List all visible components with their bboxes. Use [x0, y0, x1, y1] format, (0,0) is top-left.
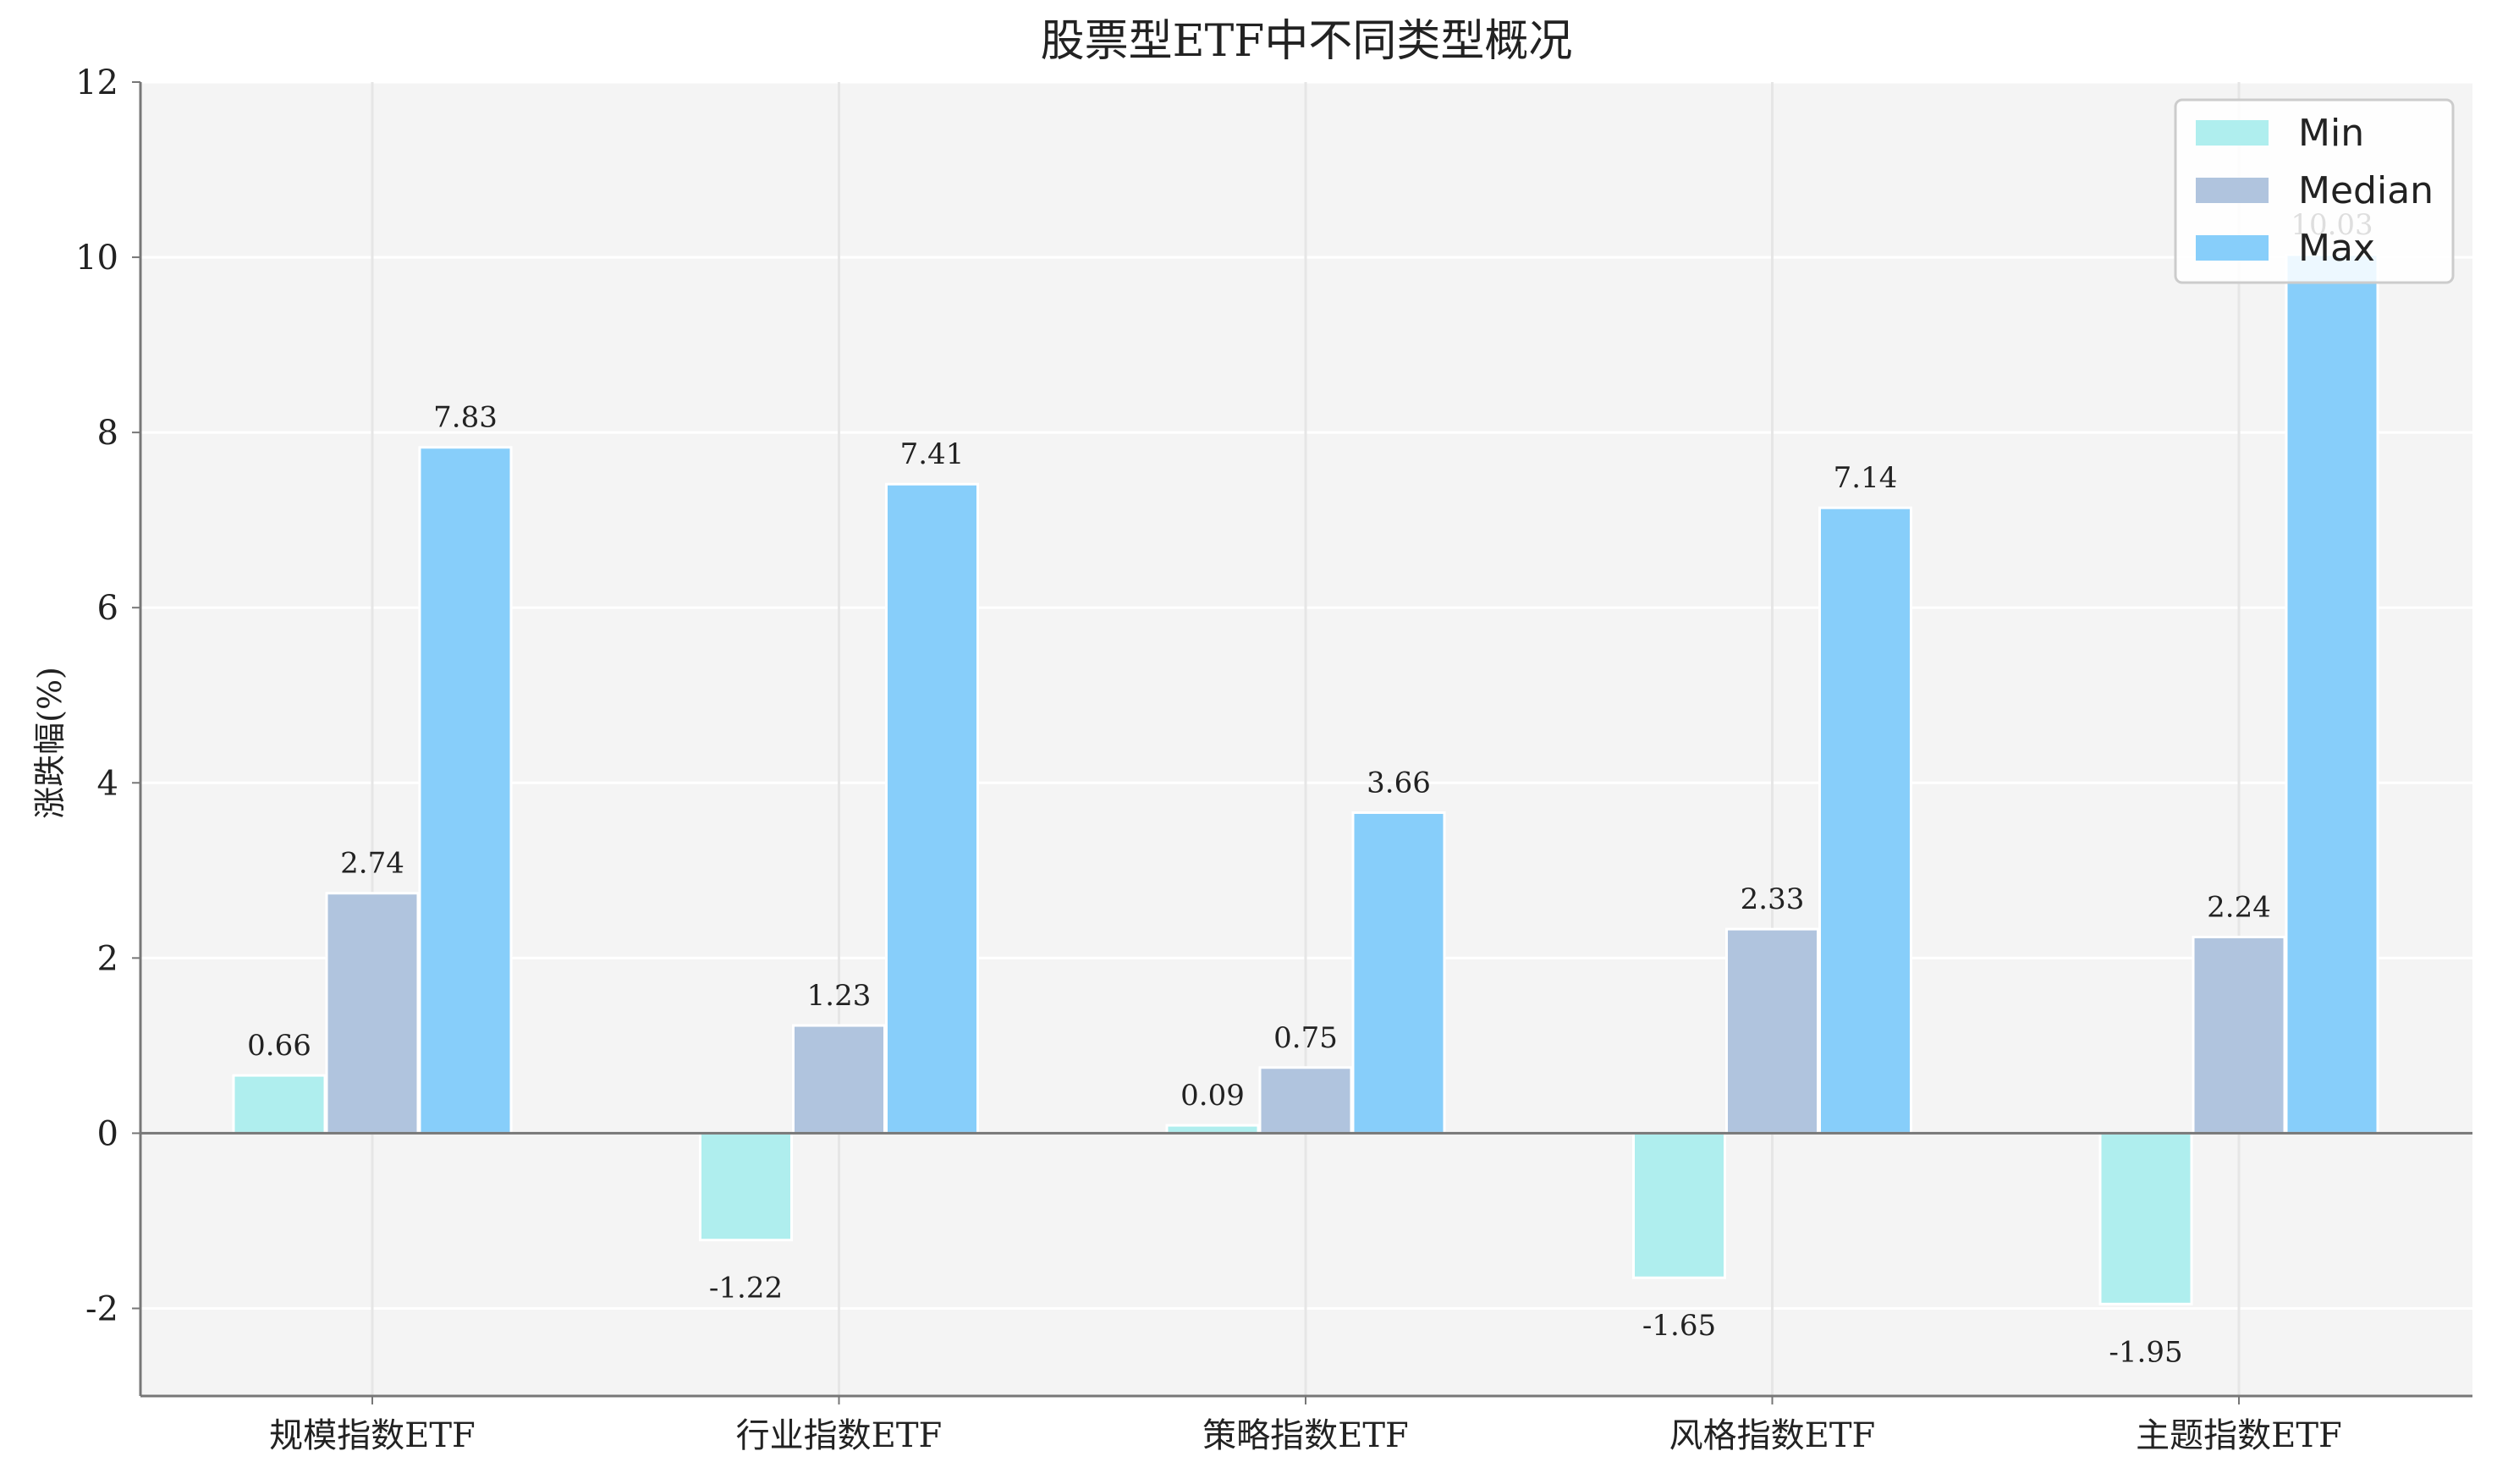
legend: Min Median Max — [2174, 98, 2455, 284]
bar-median — [1725, 927, 1819, 1135]
bar-max — [885, 482, 979, 1135]
y-axis-title: 涨跌幅(%) — [31, 667, 69, 819]
axes-layer: -2 0 2 4 6 8 10 12 规模指数ETF 行业指数ETF 策略指数ETF 风格指数ETF 主… — [75, 63, 2472, 1455]
bar-median — [1258, 1066, 1353, 1135]
y-tick-label: 10 — [75, 239, 118, 278]
data-label-min: 0.66 — [247, 1029, 311, 1063]
data-label-max: 7.83 — [433, 401, 498, 435]
data-label-median: 2.33 — [1741, 882, 1805, 916]
bar-min — [699, 1131, 793, 1242]
data-label-min: 0.09 — [1180, 1079, 1245, 1113]
data-label-max: 7.41 — [900, 437, 965, 471]
legend-label-min: Min — [2298, 112, 2364, 155]
bar-max — [2285, 253, 2379, 1135]
data-label-min: -1.65 — [1642, 1309, 1716, 1343]
bar-min — [2098, 1131, 2193, 1305]
bars-layer — [232, 253, 2379, 1305]
y-tick-label: 12 — [75, 63, 118, 102]
bar-max — [1818, 506, 1912, 1135]
data-label-max: 3.66 — [1367, 766, 1431, 800]
chart-title: 股票型ETF中不同类型概况 — [1041, 16, 1573, 67]
y-tick-label: 4 — [97, 764, 118, 803]
data-label-median: 2.24 — [2207, 890, 2271, 924]
x-tick-label: 规模指数ETF — [269, 1416, 476, 1455]
y-tick-label: 8 — [97, 414, 118, 453]
data-label-min: -1.95 — [2109, 1335, 2182, 1369]
y-tick-label: 2 — [97, 939, 118, 978]
data-label-median: 1.23 — [807, 979, 872, 1013]
bar-median — [325, 892, 420, 1135]
legend-label-max: Max — [2298, 227, 2375, 270]
x-tick-label: 风格指数ETF — [1669, 1416, 1876, 1455]
x-tick-label: 行业指数ETF — [736, 1416, 943, 1455]
x-tick-label: 主题指数ETF — [2136, 1416, 2342, 1455]
data-label-max: 7.14 — [1834, 461, 1898, 495]
y-tick-label: 0 — [97, 1114, 118, 1153]
y-tick-label: -2 — [85, 1289, 118, 1328]
bar-median — [792, 1024, 886, 1135]
legend-swatch-min — [2196, 120, 2269, 146]
bar-min — [232, 1074, 327, 1135]
legend-label-median: Median — [2298, 169, 2434, 212]
data-label-min: -1.22 — [709, 1272, 783, 1305]
bar-max — [418, 446, 513, 1135]
bar-median — [2192, 935, 2286, 1135]
bar-max — [1351, 811, 1446, 1135]
data-label-median: 0.75 — [1273, 1021, 1338, 1055]
data-label-median: 2.74 — [340, 847, 404, 881]
legend-swatch-max — [2196, 235, 2269, 261]
legend-swatch-median — [2196, 178, 2269, 203]
x-tick-label: 策略指数ETF — [1202, 1416, 1409, 1455]
bar-min — [1632, 1131, 1726, 1279]
y-tick-label: 6 — [97, 589, 118, 628]
